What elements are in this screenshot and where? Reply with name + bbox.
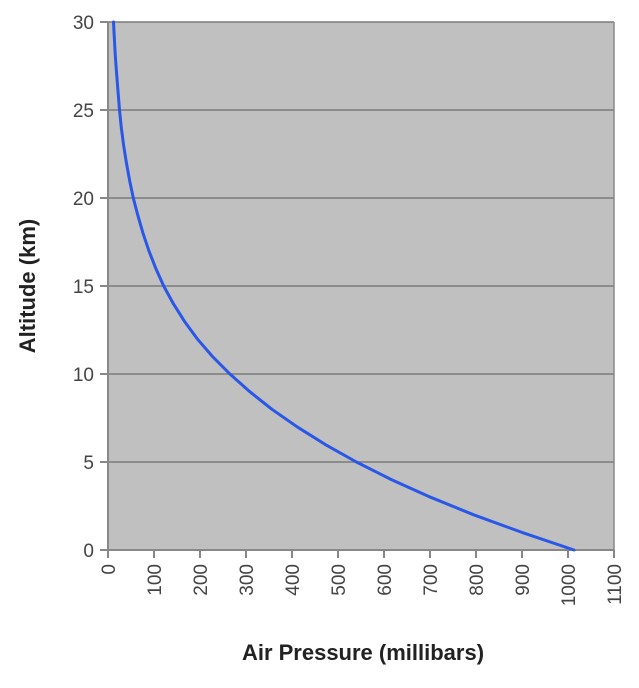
y-tick-label-30: 30 [73, 13, 94, 34]
x-tick-labels: 0 100 200 300 400 500 600 700 800 900 1000 1100 [99, 564, 626, 606]
x-tick-label-1000: 1000 [559, 564, 580, 606]
x-tick-label-600: 600 [375, 564, 396, 596]
axes [100, 21, 615, 558]
x-tick-label-700: 700 [421, 564, 442, 596]
series-line-0 [112, 20, 576, 552]
y-tick-label-10: 10 [73, 365, 94, 386]
y-tick-label-5: 5 [83, 453, 94, 474]
y-tick-label-25: 25 [73, 101, 94, 122]
x-tick-label-900: 900 [513, 564, 534, 596]
y-tick-label-20: 20 [73, 189, 94, 210]
y-axis-title: Altitude (km) [15, 219, 40, 353]
x-tick-label-400: 400 [283, 564, 304, 596]
x-tick-label-200: 200 [191, 564, 212, 596]
x-tick-label-800: 800 [467, 564, 488, 596]
x-axis-title: Air Pressure (millibars) [242, 640, 484, 665]
y-tick-labels: 0 5 10 15 20 25 30 [73, 13, 94, 562]
x-tick-label-100: 100 [145, 564, 166, 596]
x-tick-label-500: 500 [329, 564, 350, 596]
x-tick-label-0: 0 [99, 564, 120, 575]
x-tick-label-1100: 1100 [605, 564, 626, 605]
x-tick-label-300: 300 [237, 564, 258, 596]
y-tick-label-15: 15 [73, 277, 94, 298]
series-layer [112, 20, 576, 552]
y-tick-label-0: 0 [83, 541, 94, 562]
